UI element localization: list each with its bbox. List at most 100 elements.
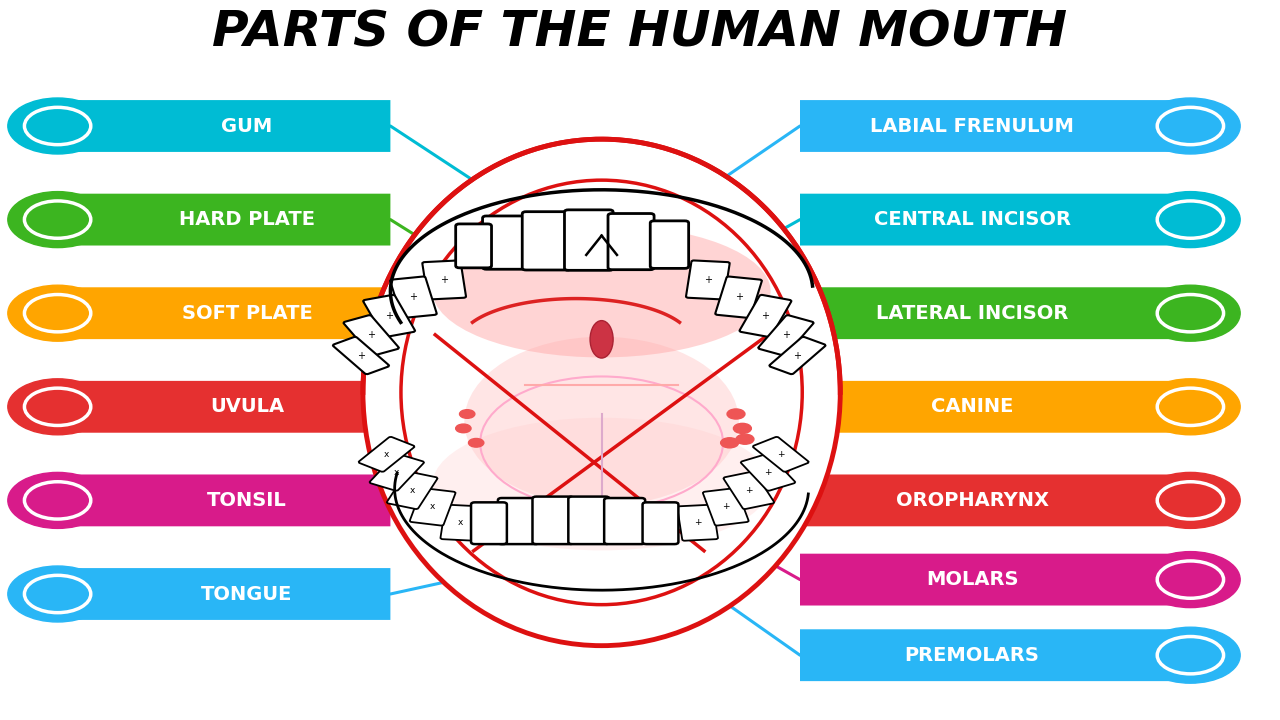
- Text: +: +: [782, 330, 790, 341]
- FancyBboxPatch shape: [723, 472, 774, 509]
- Text: PREMOLARS: PREMOLARS: [905, 646, 1039, 665]
- Circle shape: [1140, 192, 1240, 248]
- Text: SOFT PLATE: SOFT PLATE: [182, 304, 312, 323]
- Text: +: +: [777, 450, 785, 459]
- Text: x: x: [430, 503, 435, 511]
- Text: x: x: [394, 468, 399, 477]
- FancyBboxPatch shape: [58, 194, 390, 246]
- Text: +: +: [367, 330, 375, 341]
- Text: +: +: [794, 351, 801, 361]
- Text: LABIAL FRENULUM: LABIAL FRENULUM: [870, 117, 1074, 135]
- Text: GUM: GUM: [221, 117, 273, 135]
- FancyBboxPatch shape: [58, 568, 390, 620]
- FancyBboxPatch shape: [522, 212, 571, 270]
- Ellipse shape: [465, 337, 739, 505]
- Text: x: x: [410, 486, 415, 495]
- FancyBboxPatch shape: [703, 488, 749, 526]
- FancyBboxPatch shape: [58, 287, 390, 339]
- FancyBboxPatch shape: [800, 100, 1190, 152]
- FancyBboxPatch shape: [410, 488, 456, 526]
- Ellipse shape: [401, 180, 803, 605]
- FancyBboxPatch shape: [758, 315, 814, 356]
- FancyBboxPatch shape: [677, 505, 718, 541]
- FancyBboxPatch shape: [532, 497, 573, 544]
- FancyBboxPatch shape: [800, 474, 1190, 526]
- FancyBboxPatch shape: [358, 437, 415, 472]
- Text: MOLARS: MOLARS: [925, 570, 1019, 589]
- Text: +: +: [694, 518, 701, 527]
- Text: +: +: [440, 275, 448, 285]
- Text: CENTRAL INCISOR: CENTRAL INCISOR: [874, 210, 1070, 229]
- Text: +: +: [764, 468, 772, 477]
- FancyBboxPatch shape: [643, 503, 678, 544]
- FancyBboxPatch shape: [370, 454, 424, 491]
- Circle shape: [721, 438, 739, 448]
- FancyBboxPatch shape: [568, 497, 609, 544]
- FancyBboxPatch shape: [58, 474, 390, 526]
- Circle shape: [8, 379, 108, 435]
- FancyBboxPatch shape: [800, 629, 1190, 681]
- Circle shape: [1140, 552, 1240, 608]
- Text: OROPHARYNX: OROPHARYNX: [896, 491, 1048, 510]
- FancyBboxPatch shape: [716, 276, 762, 318]
- Circle shape: [1140, 285, 1240, 341]
- Text: x: x: [458, 518, 463, 527]
- FancyBboxPatch shape: [650, 221, 689, 269]
- FancyBboxPatch shape: [456, 224, 492, 268]
- Text: x: x: [384, 450, 389, 459]
- Circle shape: [8, 98, 108, 154]
- Circle shape: [1140, 98, 1240, 154]
- Text: +: +: [762, 311, 769, 321]
- Circle shape: [8, 285, 108, 341]
- Text: HARD PLATE: HARD PLATE: [179, 210, 315, 229]
- Circle shape: [1140, 472, 1240, 528]
- Text: +: +: [385, 311, 393, 321]
- FancyBboxPatch shape: [471, 503, 507, 544]
- FancyBboxPatch shape: [343, 315, 399, 356]
- Text: +: +: [735, 292, 742, 302]
- Text: TONGUE: TONGUE: [201, 585, 293, 603]
- FancyBboxPatch shape: [483, 216, 529, 269]
- Text: +: +: [722, 503, 730, 511]
- FancyBboxPatch shape: [390, 276, 436, 318]
- FancyBboxPatch shape: [741, 454, 795, 491]
- Circle shape: [468, 438, 484, 447]
- Text: CANINE: CANINE: [931, 397, 1014, 416]
- FancyBboxPatch shape: [58, 100, 390, 152]
- FancyBboxPatch shape: [800, 194, 1190, 246]
- FancyBboxPatch shape: [387, 472, 438, 509]
- FancyBboxPatch shape: [564, 210, 613, 270]
- FancyBboxPatch shape: [800, 554, 1190, 606]
- FancyBboxPatch shape: [740, 295, 791, 337]
- Text: LATERAL INCISOR: LATERAL INCISOR: [876, 304, 1069, 323]
- Text: TONSIL: TONSIL: [207, 491, 287, 510]
- Circle shape: [727, 409, 745, 419]
- FancyBboxPatch shape: [333, 337, 389, 374]
- Circle shape: [8, 192, 108, 248]
- Text: +: +: [357, 351, 365, 361]
- FancyBboxPatch shape: [800, 381, 1190, 433]
- Circle shape: [1140, 379, 1240, 435]
- FancyBboxPatch shape: [58, 381, 390, 433]
- Circle shape: [1140, 627, 1240, 683]
- FancyBboxPatch shape: [769, 337, 826, 374]
- Ellipse shape: [590, 320, 613, 358]
- FancyBboxPatch shape: [686, 261, 730, 300]
- Circle shape: [8, 566, 108, 622]
- FancyBboxPatch shape: [440, 505, 481, 541]
- Text: UVULA: UVULA: [210, 397, 284, 416]
- Circle shape: [456, 424, 471, 433]
- FancyBboxPatch shape: [608, 214, 654, 270]
- Circle shape: [733, 423, 751, 433]
- FancyBboxPatch shape: [800, 287, 1190, 339]
- Text: +: +: [410, 292, 417, 302]
- FancyBboxPatch shape: [422, 261, 466, 300]
- Text: PARTS OF THE HUMAN MOUTH: PARTS OF THE HUMAN MOUTH: [212, 9, 1068, 56]
- FancyBboxPatch shape: [753, 437, 809, 472]
- Circle shape: [8, 472, 108, 528]
- FancyBboxPatch shape: [604, 498, 645, 544]
- FancyBboxPatch shape: [498, 498, 539, 544]
- Ellipse shape: [364, 139, 840, 646]
- Text: +: +: [745, 486, 753, 495]
- Ellipse shape: [433, 225, 771, 357]
